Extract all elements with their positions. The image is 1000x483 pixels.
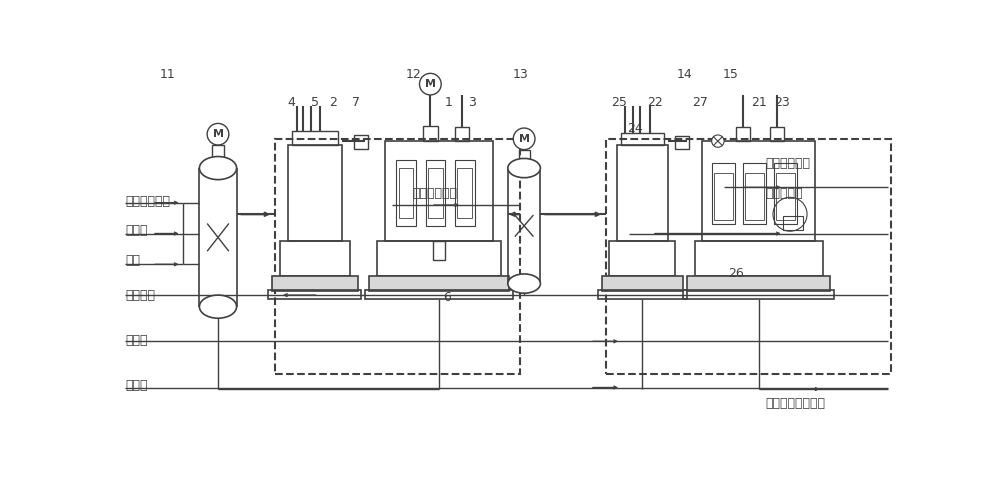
Text: M: M: [519, 134, 530, 144]
Bar: [687, 276, 830, 291]
Bar: [457, 168, 472, 218]
Text: 21: 21: [751, 96, 767, 109]
Bar: [212, 145, 224, 159]
Circle shape: [712, 135, 724, 147]
Bar: [745, 173, 764, 220]
Bar: [428, 168, 443, 218]
Circle shape: [513, 128, 535, 150]
Text: M: M: [425, 79, 436, 89]
Bar: [272, 276, 358, 291]
Bar: [609, 241, 675, 276]
Bar: [396, 160, 416, 226]
Ellipse shape: [508, 274, 540, 293]
Text: 13: 13: [512, 68, 528, 81]
Bar: [621, 133, 664, 145]
Text: 催化剂: 催化剂: [125, 225, 148, 238]
Bar: [288, 145, 342, 241]
Text: 5: 5: [311, 96, 319, 109]
Bar: [377, 241, 501, 276]
Bar: [712, 163, 735, 224]
Circle shape: [420, 73, 441, 95]
Bar: [365, 290, 512, 299]
Bar: [385, 141, 493, 241]
Bar: [433, 241, 445, 260]
Bar: [423, 126, 438, 141]
Text: 7: 7: [352, 96, 360, 109]
Bar: [268, 290, 361, 299]
Text: 25: 25: [612, 96, 627, 109]
Text: 2: 2: [329, 96, 337, 109]
Bar: [783, 216, 803, 230]
Text: 气提剂: 气提剂: [125, 334, 148, 347]
Text: M: M: [212, 129, 224, 139]
Bar: [455, 160, 475, 226]
Bar: [275, 139, 520, 374]
Bar: [280, 241, 350, 276]
Bar: [702, 141, 815, 241]
Bar: [683, 290, 834, 299]
Ellipse shape: [199, 156, 237, 180]
Text: 22: 22: [647, 96, 663, 109]
Text: 溶剂: 溶剂: [125, 254, 140, 267]
Bar: [774, 163, 797, 224]
Text: 蕊气凝结水: 蕊气凝结水: [765, 187, 803, 200]
Bar: [736, 127, 750, 141]
Ellipse shape: [508, 158, 540, 178]
Text: 23: 23: [774, 96, 790, 109]
Text: 24: 24: [627, 122, 643, 135]
Text: 稀土异戊橡胶产品: 稀土异戊橡胶产品: [765, 398, 825, 411]
Bar: [369, 276, 509, 291]
Bar: [770, 127, 784, 141]
Circle shape: [207, 124, 229, 145]
Text: 冷却介质: 冷却介质: [125, 289, 155, 302]
Text: 溶剂回收工序: 溶剂回收工序: [765, 157, 810, 170]
Text: 26: 26: [728, 267, 744, 280]
Text: 异戊二烯单体: 异戊二烯单体: [125, 195, 170, 208]
Text: 冷却介质出水: 冷却介质出水: [413, 187, 458, 200]
Text: 4: 4: [288, 96, 296, 109]
Bar: [776, 173, 795, 220]
Bar: [598, 290, 687, 299]
Bar: [606, 139, 891, 374]
Bar: [743, 163, 766, 224]
Bar: [519, 150, 530, 160]
Text: 6: 6: [443, 291, 451, 304]
Text: 1: 1: [445, 96, 453, 109]
Bar: [695, 241, 822, 276]
Text: 水蕊气: 水蕊气: [125, 379, 148, 392]
Text: 3: 3: [468, 96, 476, 109]
Text: 15: 15: [723, 68, 739, 81]
Ellipse shape: [199, 295, 237, 318]
Bar: [602, 276, 683, 291]
Text: 12: 12: [405, 68, 421, 81]
Bar: [714, 173, 733, 220]
Bar: [617, 145, 668, 241]
Text: 11: 11: [160, 68, 176, 81]
Bar: [455, 127, 469, 141]
Bar: [292, 131, 338, 145]
Bar: [399, 168, 413, 218]
Text: 14: 14: [677, 68, 692, 81]
Text: 27: 27: [692, 96, 708, 109]
Bar: [675, 137, 689, 149]
Bar: [426, 160, 445, 226]
Bar: [354, 135, 368, 149]
